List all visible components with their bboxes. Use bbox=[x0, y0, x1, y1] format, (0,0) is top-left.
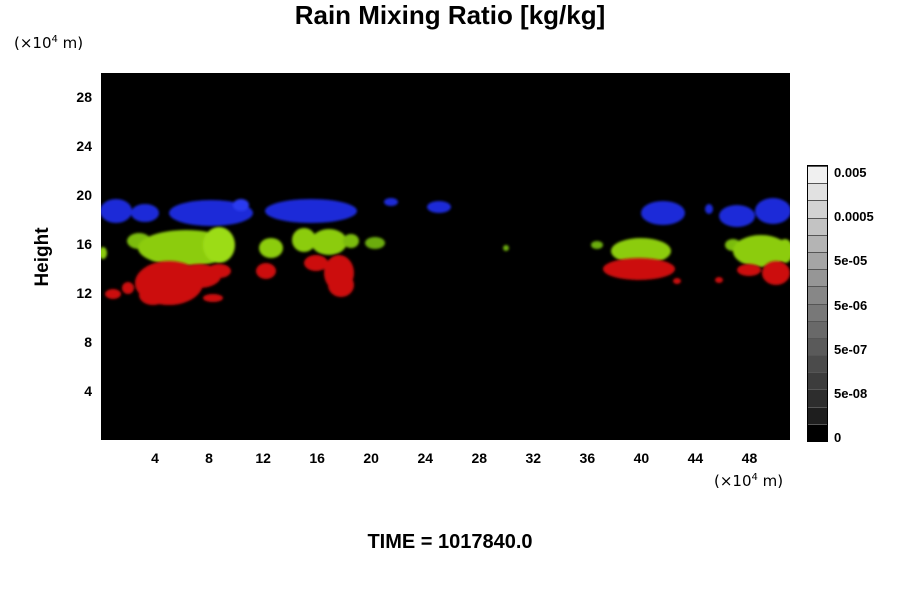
colorbar-segment bbox=[808, 423, 827, 441]
colorbar-segment bbox=[808, 355, 827, 373]
blue-blob bbox=[705, 204, 713, 214]
green-blob bbox=[733, 235, 789, 267]
blue-blob bbox=[131, 204, 159, 222]
colorbar-segment bbox=[808, 286, 827, 304]
green-blob bbox=[343, 234, 359, 248]
red-blob bbox=[328, 273, 354, 297]
green-blob bbox=[365, 237, 385, 249]
red-blob bbox=[762, 261, 790, 285]
x-tick-label: 44 bbox=[687, 450, 704, 466]
green-blob bbox=[292, 228, 316, 252]
y-tick-label: 16 bbox=[76, 236, 92, 253]
x-tick-label: 24 bbox=[417, 450, 434, 466]
green-blob bbox=[203, 227, 235, 263]
colorbar-segment bbox=[808, 217, 827, 235]
x-tick-label: 48 bbox=[741, 450, 758, 466]
colorbar-segment bbox=[808, 337, 827, 356]
y-tick-label: 8 bbox=[84, 334, 92, 351]
colorbar-label: 0.005 bbox=[834, 165, 867, 180]
green-blob bbox=[311, 229, 347, 255]
y-axis-unit: (×104 m) bbox=[14, 34, 84, 52]
x-tick-label: 36 bbox=[579, 450, 596, 466]
green-blob bbox=[591, 241, 603, 249]
green-blob bbox=[503, 245, 509, 251]
green-blob bbox=[611, 238, 671, 264]
plot-area bbox=[101, 73, 790, 440]
red-blob bbox=[256, 263, 276, 279]
colorbar-segment bbox=[808, 320, 827, 338]
colorbar-label: 5e-05 bbox=[834, 253, 868, 269]
colorbar-label: 5e-08 bbox=[834, 385, 868, 401]
x-tick-label: 32 bbox=[525, 450, 542, 466]
blue-layer bbox=[101, 198, 790, 227]
red-blob bbox=[673, 278, 681, 284]
x-axis-unit: (×104 m) bbox=[714, 472, 784, 490]
colorbar-segment bbox=[808, 234, 827, 252]
blue-blob bbox=[719, 205, 755, 227]
red-blob bbox=[603, 258, 675, 280]
x-tick-label: 40 bbox=[633, 450, 650, 466]
colorbar-segment bbox=[808, 183, 827, 201]
red-layer bbox=[105, 255, 790, 305]
colorbar-segment bbox=[808, 251, 827, 270]
x-tick-label: 4 bbox=[151, 450, 159, 466]
colorbar-segment bbox=[808, 200, 827, 218]
red-blob bbox=[203, 294, 223, 302]
colorbar-segment bbox=[808, 303, 827, 321]
green-blob bbox=[777, 239, 790, 263]
y-tick-label: 24 bbox=[76, 138, 92, 155]
colorbar-segment bbox=[808, 406, 827, 424]
blue-blob bbox=[641, 201, 685, 225]
y-tick-label: 4 bbox=[84, 383, 92, 400]
green-layer bbox=[101, 227, 790, 267]
colorbar-segment bbox=[808, 389, 827, 407]
heatmap-svg bbox=[101, 73, 790, 440]
red-blob bbox=[105, 289, 121, 299]
y-tick-label: 12 bbox=[76, 285, 92, 302]
colorbar-label: 0 bbox=[834, 430, 842, 445]
x-tick-label: 20 bbox=[363, 450, 379, 466]
x-tick-label: 12 bbox=[255, 450, 271, 466]
colorbar bbox=[807, 165, 828, 442]
blue-blob bbox=[265, 199, 357, 223]
blue-blob bbox=[169, 200, 253, 226]
x-tick-label: 28 bbox=[471, 450, 488, 466]
blue-blob bbox=[755, 198, 790, 224]
red-blob bbox=[715, 277, 723, 283]
x-tick-label: 16 bbox=[309, 450, 325, 466]
green-blob bbox=[101, 247, 107, 259]
y-tick-label: 20 bbox=[76, 187, 92, 204]
green-blob bbox=[259, 238, 283, 258]
colorbar-label: 5e-06 bbox=[834, 297, 868, 313]
colorbar-segment bbox=[808, 372, 827, 390]
colorbar-segment bbox=[808, 166, 827, 184]
time-footer: TIME = 1017840.0 bbox=[367, 531, 533, 553]
blue-blob bbox=[384, 198, 398, 206]
chart-title: Rain Mixing Ratio [kg/kg] bbox=[294, 0, 606, 30]
blue-blob bbox=[101, 199, 132, 223]
y-tick-label: 28 bbox=[76, 89, 92, 106]
colorbar-label: 0.0005 bbox=[834, 209, 874, 225]
y-axis-label: Height bbox=[32, 227, 53, 287]
red-blob bbox=[207, 264, 231, 278]
x-tick-label: 8 bbox=[205, 450, 213, 466]
red-blob bbox=[304, 255, 328, 271]
blue-blob bbox=[233, 199, 249, 211]
colorbar-segment bbox=[808, 269, 827, 287]
colorbar-label: 5e-07 bbox=[834, 341, 868, 357]
red-blob bbox=[139, 285, 167, 305]
red-blob bbox=[737, 264, 761, 276]
blue-blob bbox=[427, 201, 451, 213]
red-blob bbox=[122, 282, 134, 294]
